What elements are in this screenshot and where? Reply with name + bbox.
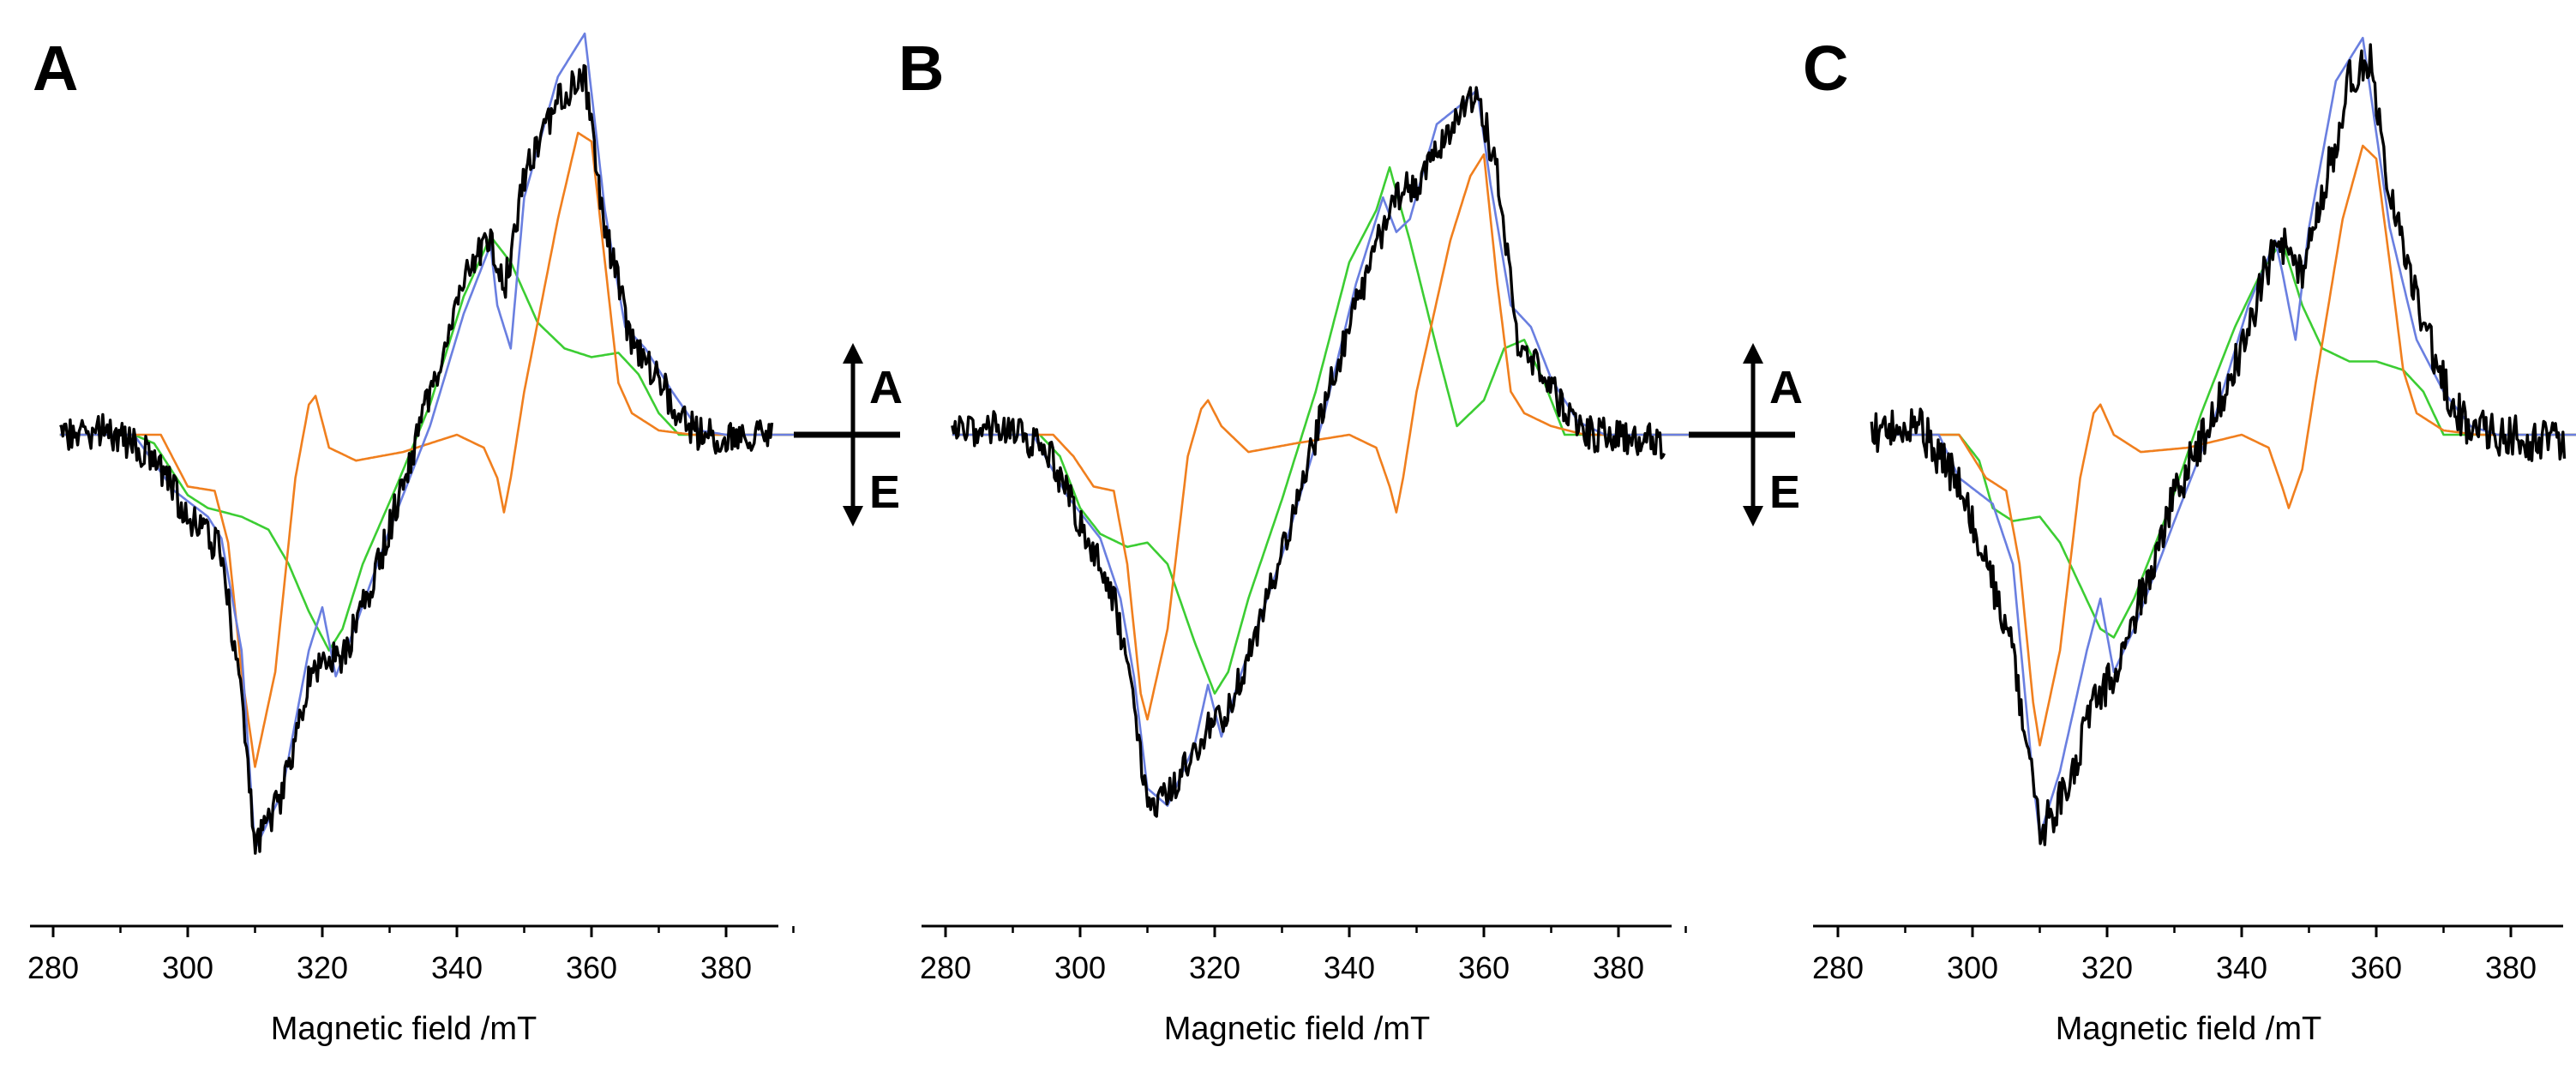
series-orange-component-line	[952, 153, 1706, 721]
x-tick-label: 380	[2485, 950, 2537, 985]
x-tick-label: 280	[920, 950, 971, 985]
legend-1-absorption-label: A	[869, 362, 903, 413]
x-tick-label: 280	[27, 950, 79, 985]
absorption-emission-legend-1: A E	[794, 343, 903, 526]
x-tick-label: 300	[162, 950, 213, 985]
legend-1-emission-label: E	[869, 466, 900, 518]
x-tick-label: 380	[1593, 950, 1644, 985]
panel-a-series	[59, 32, 814, 855]
x-tick-label: 340	[1324, 950, 1375, 985]
series-experimental-line	[951, 86, 1666, 818]
x-tick-label: 300	[1054, 950, 1106, 985]
panel-c: C 280 300 320 340 360 380 Magnetic field /mT	[1803, 33, 2576, 1047]
panel-c-series	[1870, 36, 2576, 846]
panel-b: B 280 300 320 340 360 380 Magnetic field /mT	[898, 33, 1706, 1047]
legend-2-emission-label: E	[1769, 466, 1800, 518]
down-arrowhead-icon	[843, 506, 863, 526]
panel-a-x-axis-title: Magnetic field /mT	[271, 1011, 537, 1047]
x-tick-label: 320	[297, 950, 348, 985]
panel-b-series	[951, 86, 1706, 818]
x-tick-label: 360	[566, 950, 617, 985]
x-tick-label: 360	[1458, 950, 1510, 985]
absorption-emission-legend-2: A E	[1689, 343, 1803, 526]
x-tick-label: 380	[700, 950, 752, 985]
panel-label-b: B	[898, 33, 944, 104]
legend-2-absorption-label: A	[1769, 362, 1803, 413]
x-tick-label: 320	[2081, 950, 2133, 985]
series-orange-component-line	[59, 131, 814, 768]
x-tick-label: 340	[431, 950, 483, 985]
x-tick-label: 280	[1812, 950, 1864, 985]
x-tick-label: 360	[2351, 950, 2402, 985]
x-tick-label: 300	[1947, 950, 1998, 985]
x-tick-label: 340	[2216, 950, 2267, 985]
panel-b-ticks: 280 300 320 340 360 380	[920, 926, 1687, 985]
up-arrowhead-icon	[843, 343, 863, 364]
series-experimental-line	[1870, 43, 2567, 846]
series-total-simulation-line	[59, 32, 814, 851]
panel-c-ticks: 280 300 320 340 360 380	[1812, 926, 2537, 985]
series-orange-component-line	[1884, 144, 2576, 747]
panel-label-c: C	[1803, 33, 1848, 104]
series-experimental-line	[59, 63, 774, 855]
down-arrowhead-icon	[1743, 506, 1763, 526]
panel-a-ticks: 280 300 320 340 360 380	[27, 926, 795, 985]
panel-c-x-axis-title: Magnetic field /mT	[2056, 1011, 2321, 1047]
panel-a: A 280 300 320 340 360 380 Magnetic field /mT	[27, 32, 814, 1047]
x-tick-label: 320	[1189, 950, 1240, 985]
up-arrowhead-icon	[1743, 343, 1763, 364]
panel-b-x-axis-title: Magnetic field /mT	[1164, 1011, 1430, 1047]
panel-label-a: A	[33, 33, 78, 104]
